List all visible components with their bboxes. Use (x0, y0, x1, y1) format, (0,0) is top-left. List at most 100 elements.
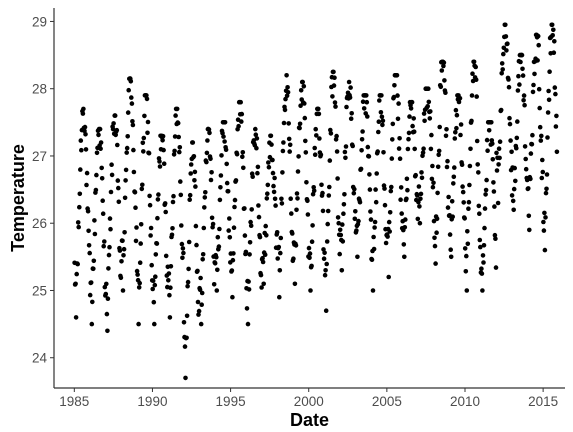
data-point (304, 180, 309, 185)
data-point (214, 288, 220, 293)
data-point (172, 148, 177, 154)
data-point (100, 198, 105, 203)
data-point (90, 299, 95, 305)
data-point (203, 190, 208, 195)
data-point (238, 99, 243, 105)
data-point (422, 118, 427, 124)
data-point (242, 233, 248, 238)
data-point (475, 162, 481, 167)
data-point (150, 286, 155, 292)
data-point (313, 126, 319, 132)
data-point (284, 73, 289, 78)
y-tick-label: 24 (32, 351, 48, 366)
data-point (184, 335, 189, 341)
data-point (389, 184, 394, 190)
data-point (476, 170, 481, 175)
data-point (411, 116, 417, 121)
data-point (144, 93, 149, 98)
data-point (420, 150, 426, 155)
data-point (309, 263, 314, 269)
data-point (121, 246, 127, 252)
data-point (147, 202, 153, 208)
data-point (281, 140, 286, 145)
data-point (325, 208, 331, 214)
data-point (140, 182, 145, 188)
data-point (395, 93, 400, 98)
data-point (397, 136, 402, 141)
data-point (361, 106, 367, 111)
data-point (435, 164, 441, 170)
data-point (434, 230, 439, 235)
data-point (199, 302, 204, 308)
data-point (322, 250, 327, 256)
data-point (178, 192, 184, 198)
data-point (526, 186, 531, 191)
data-point (78, 167, 83, 172)
data-point (124, 150, 129, 155)
data-point (368, 209, 373, 214)
data-point (130, 119, 135, 124)
x-tick-label: 2015 (528, 394, 558, 409)
data-point (79, 147, 84, 153)
data-point (215, 267, 220, 273)
data-point (404, 196, 409, 202)
data-point (460, 189, 466, 195)
data-point (482, 225, 487, 231)
data-point (289, 211, 294, 216)
data-point (523, 166, 529, 172)
data-point (187, 197, 192, 202)
data-point (185, 283, 190, 289)
data-point (307, 255, 312, 261)
data-point (511, 207, 516, 213)
data-point (120, 238, 125, 244)
data-point (121, 253, 126, 258)
data-point (386, 219, 392, 225)
data-point (541, 219, 546, 225)
data-point (279, 201, 285, 206)
data-point (396, 146, 402, 151)
data-point (100, 211, 106, 216)
data-point (394, 73, 400, 78)
data-point (451, 181, 456, 186)
data-point (374, 171, 380, 176)
data-point (441, 63, 446, 69)
data-point (99, 176, 105, 181)
data-point (133, 205, 138, 210)
data-point (134, 225, 139, 230)
data-point (321, 256, 327, 262)
data-point (498, 107, 504, 113)
data-point (318, 152, 324, 157)
data-point (103, 291, 109, 297)
data-point (89, 321, 95, 327)
data-point (265, 191, 270, 196)
data-point (93, 187, 99, 193)
data-point (200, 257, 205, 262)
data-point (554, 149, 560, 155)
data-point (441, 60, 447, 65)
data-point (429, 176, 435, 182)
data-point (480, 288, 485, 293)
data-point (389, 156, 395, 161)
data-point (305, 198, 310, 204)
data-point (183, 375, 188, 381)
data-point (316, 106, 321, 112)
data-point (207, 130, 212, 136)
data-point (248, 219, 253, 225)
data-point (148, 233, 153, 238)
data-point (94, 172, 99, 178)
data-point (208, 177, 214, 183)
data-point (175, 120, 181, 126)
data-point (359, 137, 365, 142)
data-point (266, 164, 272, 170)
data-point (156, 192, 161, 197)
data-point (264, 196, 270, 201)
data-point (297, 121, 303, 127)
data-point (133, 238, 139, 244)
data-point (473, 64, 479, 70)
data-point (412, 146, 418, 152)
data-point (179, 241, 185, 247)
data-point (294, 191, 300, 196)
data-point (438, 84, 444, 90)
data-point (140, 140, 146, 146)
data-point (484, 177, 489, 183)
